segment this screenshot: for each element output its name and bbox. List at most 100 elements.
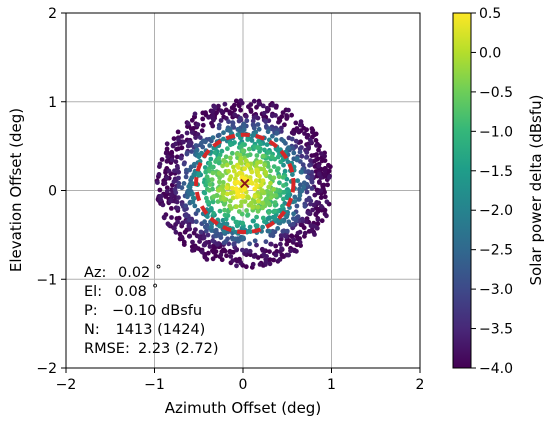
data-point [220,180,226,185]
data-point [246,146,252,152]
data-point [230,258,236,263]
data-point [216,132,222,138]
data-point [256,198,261,204]
data-point [276,174,282,180]
data-point [263,239,269,245]
data-point [308,223,314,229]
data-point [313,211,319,217]
data-point [181,181,187,186]
data-point [254,242,259,248]
data-point [164,188,170,194]
data-point [178,155,184,161]
data-point [209,228,214,233]
data-point [187,233,193,239]
data-point [163,150,169,156]
colorbar-tick-label: −3.0 [479,282,513,298]
data-point [247,241,253,247]
data-point [157,161,163,167]
data-point [176,137,181,143]
stat-rmse-value: 2.23 (2.72) [138,341,219,357]
data-point [228,155,233,161]
data-point [173,229,179,235]
data-point [259,188,265,194]
data-point [268,168,273,174]
data-point [220,173,225,178]
data-point [267,249,272,255]
data-point [192,203,198,209]
data-point [301,184,307,190]
data-point [227,249,233,255]
data-point [260,224,265,230]
data-point [173,141,179,147]
data-point [272,216,278,222]
data-point [164,175,170,181]
data-point [280,110,286,115]
data-point [241,123,247,129]
data-point [273,243,279,249]
data-point [322,172,328,178]
data-point [280,203,285,209]
data-point [169,157,175,163]
x-tick-label: 2 [416,377,425,393]
data-point [248,200,254,206]
data-point [223,154,229,160]
data-point [228,198,233,204]
data-point [324,213,329,219]
data-point [255,145,261,151]
data-point [205,250,211,256]
data-point [266,210,272,215]
beam-center-marker [240,178,250,189]
data-point [200,122,206,128]
data-point [268,195,274,201]
data-point [217,179,222,185]
data-point [290,172,295,178]
data-point [308,139,314,145]
data-point [294,156,300,161]
data-point [193,135,199,141]
data-point [258,141,263,147]
data-point [254,214,259,220]
data-point [302,131,307,136]
data-point [260,178,266,184]
data-point [252,238,258,244]
data-point [289,136,295,142]
data-point [298,182,303,188]
data-point [193,227,198,233]
data-point [255,160,260,166]
data-point [157,187,163,193]
data-point [196,154,202,160]
data-point [265,164,271,169]
data-point [238,203,244,209]
stats-box: Az: 0.02 ˚ El: 0.08 ˚ P: −0.10 dBsfu N: … [84,264,219,357]
data-point [206,200,212,206]
data-point [226,168,232,174]
data-point [224,185,230,191]
data-points [154,98,333,270]
data-point [299,153,305,159]
data-point [230,195,236,201]
data-point [197,235,203,240]
data-point [245,194,251,200]
data-point [286,107,291,113]
data-point [238,107,244,113]
data-point [204,195,209,201]
data-point [228,254,234,259]
data-point [253,178,259,184]
data-point [295,128,301,134]
data-point [179,234,185,240]
data-point [226,119,231,125]
data-point [207,187,212,193]
data-point [286,238,292,244]
data-point [244,118,250,124]
data-point [326,162,331,168]
data-point [203,169,209,175]
data-point [172,225,177,231]
data-point [238,144,244,150]
data-point [302,203,308,209]
data-point [231,168,237,174]
data-point [202,219,208,225]
colorbar-tick-label: −1.5 [479,164,513,180]
data-point [198,229,204,235]
data-point [217,208,223,214]
